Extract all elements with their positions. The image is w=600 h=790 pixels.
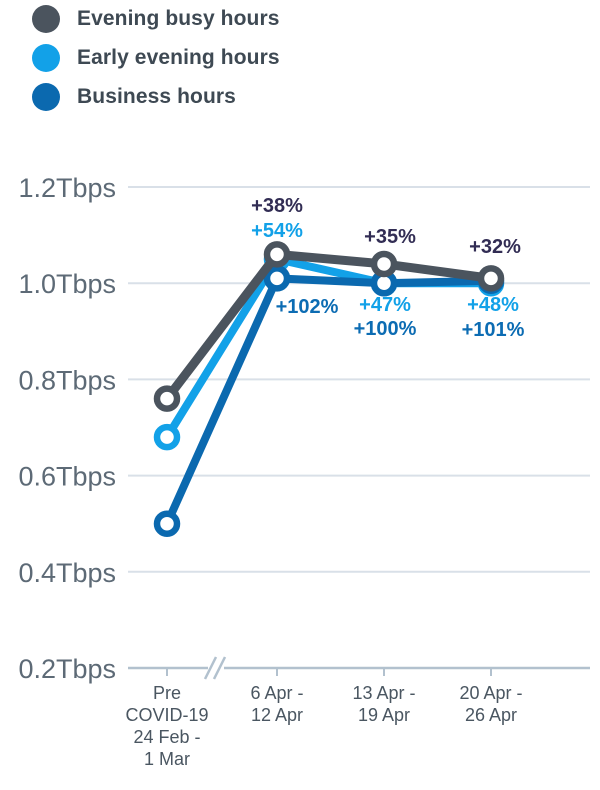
legend-label: Business hours	[77, 85, 236, 108]
annotation-label-early-evening-hours: +54%	[251, 220, 303, 242]
annotation-label-evening-busy-hours: +38%	[251, 195, 303, 217]
series-line-business-hours	[163, 274, 492, 526]
axis-break-icon	[203, 656, 218, 680]
annotation-label-evening-busy-hours: +32%	[469, 236, 521, 258]
legend-item-evening-busy-hours: Evening busy hours	[32, 5, 280, 33]
annotation-label-evening-busy-hours: +35%	[364, 226, 416, 248]
annotation-label-business-hours: +102%	[276, 296, 339, 318]
legend-label: Early evening hours	[77, 46, 280, 69]
annotation-label-business-hours: +101%	[462, 319, 525, 341]
annotation-label-early-evening-hours: +47%	[359, 294, 411, 316]
axis-break-icon	[212, 656, 227, 680]
data-point-marker-evening-busy-hours	[370, 250, 398, 278]
x-axis-tick-label: Pre COVID-19 24 Feb -1 Mar	[125, 683, 208, 769]
legend-dot-icon	[32, 5, 60, 33]
legend-dot-icon	[32, 44, 60, 72]
y-axis-tick-label: 0.6Tbps	[18, 462, 116, 492]
legend-item-early-evening-hours: Early evening hours	[32, 44, 280, 72]
annotation-label-early-evening-hours: +48%	[467, 294, 519, 316]
data-point-marker-business-hours	[153, 510, 181, 537]
data-point-marker-evening-busy-hours	[263, 241, 291, 268]
x-axis-tick-label: 20 Apr -26 Apr	[459, 683, 522, 725]
data-point-marker-evening-busy-hours	[477, 265, 505, 292]
x-axis-tick-label: 6 Apr -12 Apr	[250, 683, 303, 725]
y-axis-tick-label: 1.0Tbps	[18, 269, 116, 299]
y-axis-tick-label: 0.2Tbps	[18, 654, 116, 684]
legend-label: Evening busy hours	[77, 7, 280, 30]
data-point-marker-early-evening-hours	[153, 423, 181, 451]
data-point-marker-evening-busy-hours	[153, 385, 181, 412]
legend: Evening busy hours Early evening hours B…	[32, 5, 280, 111]
legend-item-business-hours: Business hours	[32, 83, 280, 111]
annotation-label-business-hours: +100%	[354, 318, 417, 340]
data-point-marker-business-hours	[263, 265, 291, 292]
y-axis-tick-label: 0.8Tbps	[18, 365, 116, 395]
y-axis-tick-label: 1.2Tbps	[18, 173, 116, 203]
legend-dot-icon	[32, 83, 60, 111]
x-axis-tick-label: 13 Apr -19 Apr	[352, 683, 415, 725]
series-line-evening-busy-hours	[163, 249, 492, 402]
y-axis-tick-label: 0.4Tbps	[18, 558, 116, 588]
